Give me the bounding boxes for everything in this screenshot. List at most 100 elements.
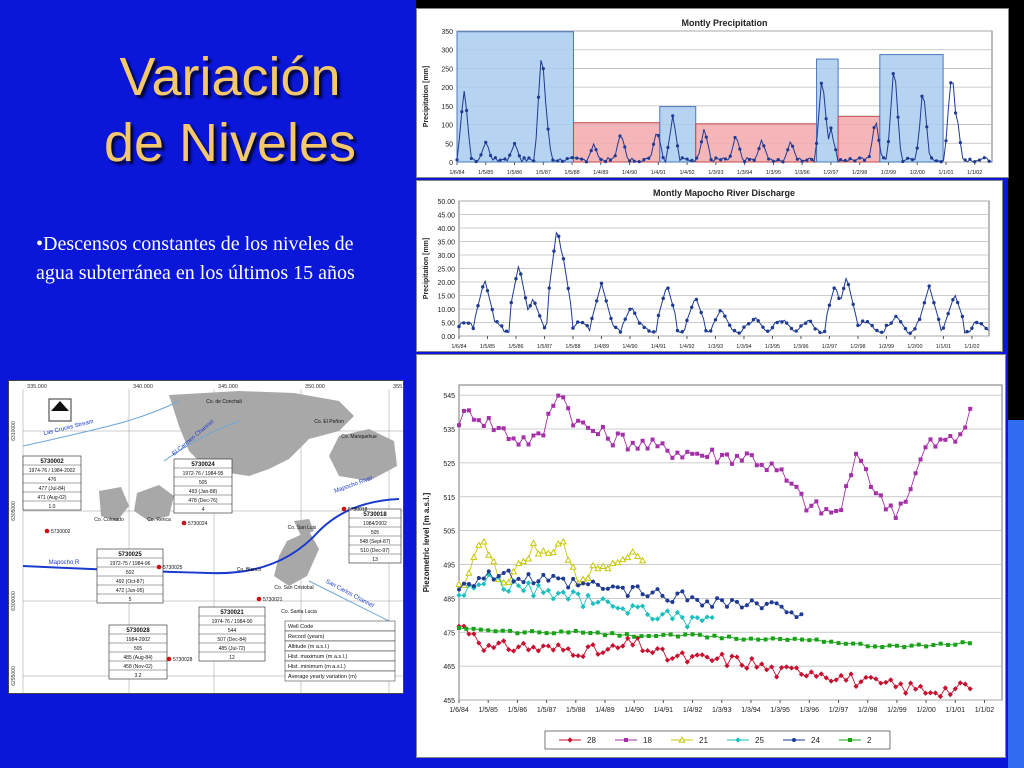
series-marker xyxy=(715,596,720,601)
series-marker xyxy=(675,450,680,455)
well-row-text: 477 (Jul-84) xyxy=(39,486,66,492)
series-marker xyxy=(851,641,856,646)
precip-point xyxy=(675,144,680,148)
series-marker xyxy=(541,572,546,577)
precip-point xyxy=(580,157,584,161)
series-marker xyxy=(709,658,715,664)
discharge-point xyxy=(500,324,504,328)
well-row-text: 505 xyxy=(134,646,143,652)
well-point-label: 5730002 xyxy=(51,529,71,535)
legend-row-text: Hist. maximum (m a.s.l.) xyxy=(288,654,347,660)
series-marker xyxy=(529,539,538,546)
series-marker xyxy=(680,589,685,594)
series-marker xyxy=(465,569,473,576)
y-tick-label: 25.00 xyxy=(437,267,455,274)
x-tick-label: 1/5/86 xyxy=(508,344,523,350)
series-marker xyxy=(500,628,505,633)
precip-point xyxy=(733,135,737,140)
discharge-point xyxy=(471,326,475,331)
series-marker xyxy=(873,644,878,649)
x-tick-label: 1/2/99 xyxy=(887,707,907,714)
discharge-point xyxy=(856,323,860,328)
period-bar xyxy=(456,31,574,163)
series-marker xyxy=(506,647,512,653)
series-marker xyxy=(501,426,506,431)
x-tick-label: 1/3/93 xyxy=(708,170,723,176)
series-marker xyxy=(580,653,586,660)
well-row-text: 478 (Dec-76) xyxy=(188,498,218,504)
precip-point xyxy=(599,157,603,161)
precip-point xyxy=(795,157,799,161)
series-marker xyxy=(927,690,934,696)
series-marker xyxy=(525,647,532,653)
x-tick-label: 1/3/94 xyxy=(736,344,751,350)
series-marker xyxy=(531,581,536,586)
legend-row-text: Altitude (m a.s.l.) xyxy=(288,644,329,650)
discharge-point xyxy=(699,310,703,315)
series-marker xyxy=(808,669,814,675)
series-marker xyxy=(554,540,562,547)
title-line-2: de Niveles xyxy=(103,113,357,173)
series-marker xyxy=(947,692,953,698)
series-marker xyxy=(779,467,784,472)
x-tick-label: 1/6/84 xyxy=(449,707,469,714)
series-marker xyxy=(799,491,804,496)
discharge-point xyxy=(561,257,566,261)
precip-point xyxy=(958,140,962,145)
discharge-point xyxy=(865,320,870,324)
series-marker xyxy=(661,632,666,637)
discharge-point xyxy=(504,329,509,333)
discharge-point xyxy=(737,331,741,335)
series-marker xyxy=(749,453,754,458)
series-marker xyxy=(958,432,963,437)
series-marker xyxy=(571,576,576,581)
y-tick-label: 100 xyxy=(441,123,453,130)
series-marker xyxy=(630,585,635,590)
discharge-point xyxy=(803,321,808,325)
y-tick-label: 525 xyxy=(443,461,455,468)
precip-point xyxy=(637,160,641,164)
series-marker xyxy=(887,643,892,648)
series-marker xyxy=(902,645,907,650)
series-marker xyxy=(684,659,690,665)
x-tick-label: 1/5/88 xyxy=(564,170,579,176)
series-marker xyxy=(894,643,899,648)
discharge-point xyxy=(519,272,523,276)
series-marker xyxy=(903,690,909,696)
discharge-point xyxy=(965,329,969,334)
series-marker xyxy=(720,452,725,457)
series-marker xyxy=(486,569,491,574)
x-tick-label: 1/6/84 xyxy=(451,344,466,350)
series-marker xyxy=(680,455,685,460)
well-row-text: 1972-76 / 1984-95 xyxy=(183,471,224,477)
series-marker xyxy=(615,645,621,651)
series-marker xyxy=(918,457,923,462)
series-marker xyxy=(521,435,526,440)
precip-point xyxy=(532,159,536,163)
series-marker xyxy=(697,632,702,637)
series-marker xyxy=(486,416,491,421)
precip-point xyxy=(973,160,977,164)
discharge-point xyxy=(685,318,689,323)
series-marker xyxy=(464,626,469,631)
series-marker xyxy=(559,537,567,545)
y-tick-label: 485 xyxy=(443,596,455,603)
series-marker xyxy=(683,632,688,637)
x-tick-label: 1/6/84 xyxy=(449,170,464,176)
x-tick-label: 1/1/02 xyxy=(975,707,995,714)
y-tick-label: 475 xyxy=(443,630,455,637)
precip-chart-panel: 0 50 100 150 200 250 300 350 1/6/84 1/5/85 1/5/86 1… xyxy=(416,8,1009,178)
well-box-5730021: 5730021 1974-76 / 1984-90 544 507 (Dec-84) 4… xyxy=(198,606,266,662)
series-marker xyxy=(456,592,462,598)
y-tick-label: 15.00 xyxy=(437,294,455,301)
series-marker xyxy=(674,609,680,616)
series-marker xyxy=(888,677,894,683)
series-marker xyxy=(778,637,783,642)
discharge-point xyxy=(770,325,775,330)
series-marker xyxy=(700,603,705,608)
series-marker xyxy=(524,555,533,562)
series-marker xyxy=(715,460,720,465)
series-marker xyxy=(669,616,676,622)
discharge-point xyxy=(466,321,471,325)
series-marker xyxy=(792,738,796,742)
